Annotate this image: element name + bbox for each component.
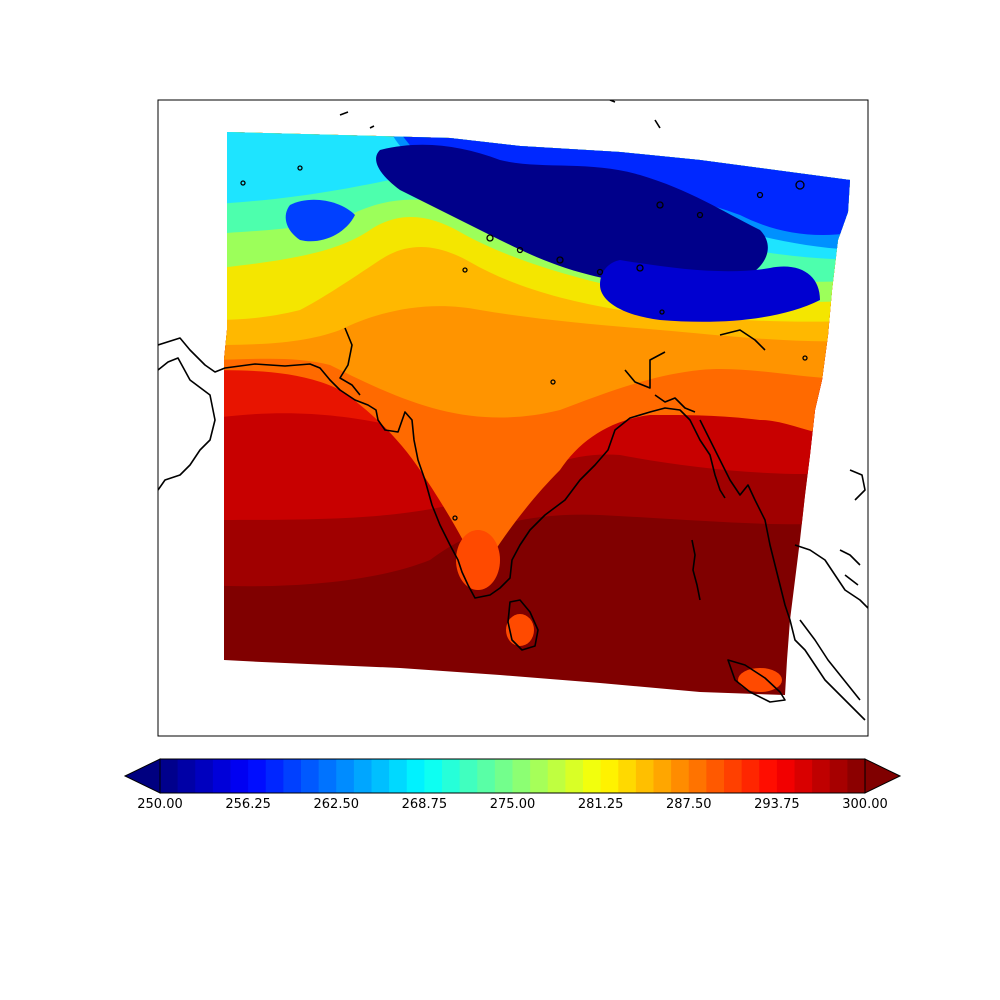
colorbar-segment — [653, 759, 672, 793]
colorbar-segment — [177, 759, 196, 793]
boundary-assam — [719, 329, 766, 351]
field-spot-sri-lanka — [506, 614, 534, 646]
colorbar-segments — [160, 759, 866, 793]
lake-dot — [636, 264, 644, 272]
colorbar-segment — [195, 759, 214, 793]
colorbar-segment — [265, 759, 284, 793]
colorbar-segment — [635, 759, 655, 793]
colorbar-tick-label: 287.50 — [666, 797, 712, 812]
lake-dot — [550, 379, 556, 385]
coastline-fragment-north — [339, 100, 661, 129]
colorbar-segment — [283, 759, 302, 793]
colorbar-segment — [530, 759, 549, 793]
colorbar-segment — [406, 759, 425, 793]
field-band-navy-tibet — [376, 144, 768, 287]
colorbar-segment — [301, 759, 320, 793]
plot-frame — [157, 99, 869, 737]
colorbar-segment — [160, 759, 179, 793]
colorbar-segment — [706, 759, 725, 793]
coastline-arabian — [158, 357, 216, 491]
coastline-india — [158, 337, 726, 599]
colorbar-segment — [759, 759, 778, 793]
colorbar-segment — [847, 759, 866, 793]
lake-dot — [240, 180, 246, 186]
colorbar-segment — [688, 759, 707, 793]
colorbar-segment — [477, 759, 496, 793]
boundary-northeast — [624, 351, 666, 389]
lake-dot — [596, 268, 604, 276]
colorbar-segment — [812, 759, 831, 793]
colorbar-segment — [371, 759, 390, 793]
colorbar-extend-high — [864, 758, 902, 794]
lakes — [240, 165, 808, 521]
lake-dot — [462, 267, 468, 273]
lake-dot — [756, 191, 764, 199]
colorbar-segment — [230, 759, 249, 793]
colorbar-segment — [248, 759, 267, 793]
colorbar-segment — [459, 759, 478, 793]
coastlines — [158, 100, 868, 721]
colorbar-frame — [159, 758, 866, 794]
temperature-field — [224, 132, 850, 695]
colorbar-segment — [353, 759, 373, 793]
lake-dot — [486, 234, 494, 242]
lake-dot — [452, 515, 458, 521]
colorbar-segment — [336, 759, 355, 793]
lake-dot — [556, 256, 564, 264]
colorbar-segment — [776, 759, 796, 793]
colorbar-segment — [424, 759, 443, 793]
colorbar-segment — [318, 759, 337, 793]
coastline-fragment-east — [839, 469, 866, 586]
colorbar-segment — [547, 759, 566, 793]
colorbar-tick-label: 262.50 — [313, 797, 360, 812]
colorbar-segment — [618, 759, 637, 793]
coastline-andaman — [691, 539, 701, 601]
colorbar-tick-label: 293.75 — [754, 797, 800, 812]
colorbar-tick-label: 300.00 — [842, 797, 888, 812]
field-spot-south-india — [456, 530, 500, 590]
coastline-malay — [799, 619, 861, 701]
coastline-myanmar — [699, 419, 866, 721]
lake-dot — [516, 246, 524, 254]
colorbar-segment — [212, 759, 232, 793]
coastline-thailand — [794, 544, 868, 609]
lake-dot — [696, 211, 704, 219]
colorbar-segment — [565, 759, 584, 793]
coastline-sri-lanka — [507, 599, 539, 651]
colorbar-segment — [494, 759, 514, 793]
colorbar-segment — [671, 759, 690, 793]
colorbar-tick-label: 256.25 — [225, 797, 271, 812]
colorbar-segment — [442, 759, 461, 793]
field-spot-sumatra — [738, 668, 782, 692]
colorbar-segment — [794, 759, 813, 793]
lake-dot — [297, 165, 303, 171]
colorbar-segment — [512, 759, 531, 793]
field-band-darkblue-tibet — [600, 260, 820, 322]
coastline-pakistan-gujarat — [339, 327, 361, 396]
lake-dot — [802, 355, 808, 361]
colorbar-tick-label: 275.00 — [489, 797, 536, 812]
field-band-blue-west — [285, 199, 355, 242]
colorbar-segment — [741, 759, 760, 793]
lake-dot — [659, 309, 665, 315]
colorbar-segment — [829, 759, 848, 793]
colorbar-segment — [389, 759, 408, 793]
colorbar-extend-low — [123, 758, 161, 794]
colorbar-tick-label: 268.75 — [401, 797, 448, 812]
colorbar-segment — [724, 759, 743, 793]
colorbar-segment — [583, 759, 602, 793]
lake-dot — [656, 201, 664, 209]
coastline-sumatra — [727, 659, 786, 703]
colorbar-tick-label: 281.25 — [577, 797, 624, 812]
lake-dot — [795, 180, 805, 190]
colorbar-segment — [600, 759, 619, 793]
colorbar-tick-label: 250.00 — [137, 797, 183, 812]
coastline-bangladesh — [654, 394, 696, 413]
